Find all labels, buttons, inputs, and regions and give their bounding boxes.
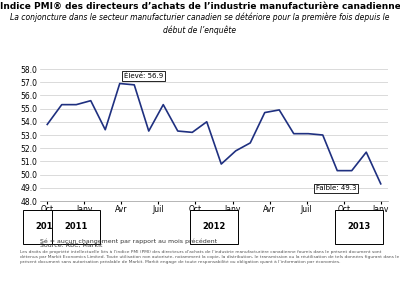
Text: Élevé: 56.9: Élevé: 56.9 [124, 73, 163, 79]
Text: La conjoncture dans le secteur manufacturier canadien se détériore pour la premi: La conjoncture dans le secteur manufactu… [10, 13, 390, 35]
Text: Faible: 49.3: Faible: 49.3 [316, 185, 356, 191]
Text: Indice PMI® des directeurs d’achats de l’industrie manufacturière canadienne: Indice PMI® des directeurs d’achats de l… [0, 2, 400, 10]
Text: 2010: 2010 [36, 222, 59, 231]
Text: 2013: 2013 [347, 222, 371, 231]
Text: 2011: 2011 [64, 222, 88, 231]
Text: Source: RBC, Markit: Source: RBC, Markit [40, 243, 102, 248]
Text: Les droits de propriété intellectuelle liés à l’indice PMI (PMI) des directeurs : Les droits de propriété intellectuelle l… [20, 250, 399, 264]
Text: Sé = aucun changement par rapport au mois précédent: Sé = aucun changement par rapport au moi… [40, 238, 217, 244]
Text: 2012: 2012 [202, 222, 226, 231]
